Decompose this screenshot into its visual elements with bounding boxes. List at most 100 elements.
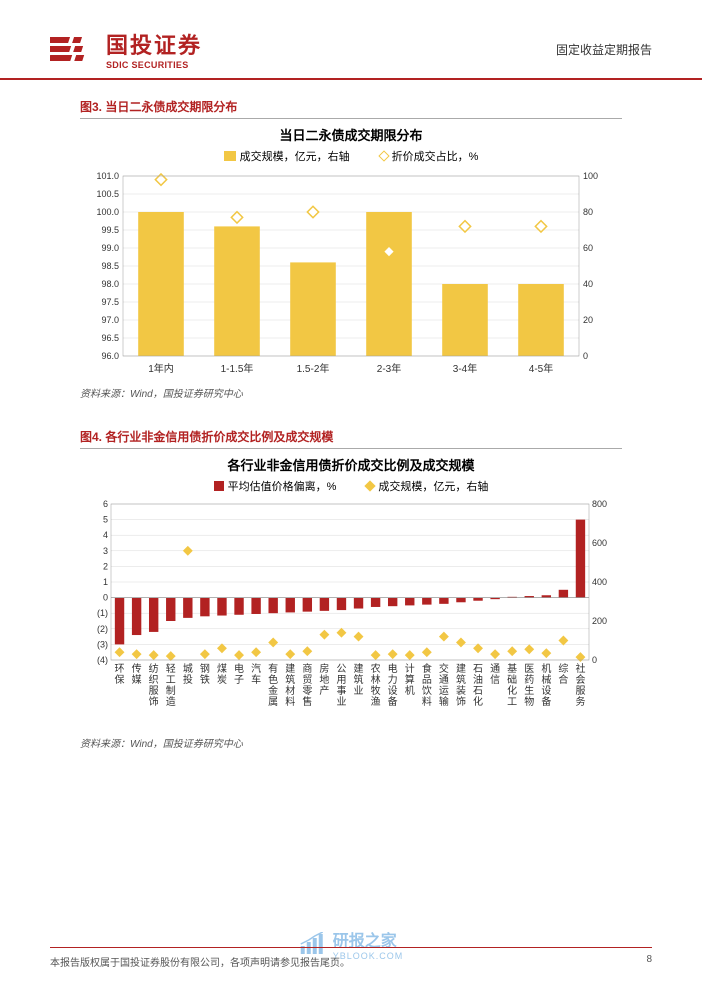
svg-text:城: 城 [183,663,193,675]
svg-text:投: 投 [183,673,193,686]
svg-text:计: 计 [405,662,415,675]
svg-text:96.0: 96.0 [101,351,119,361]
svg-text:用: 用 [336,675,346,686]
svg-text:基: 基 [507,662,517,675]
svg-text:汽: 汽 [251,662,261,675]
svg-text:输: 输 [439,695,449,708]
svg-text:800: 800 [592,499,607,509]
svg-text:4-5年: 4-5年 [529,362,553,375]
svg-text:饰: 饰 [456,695,466,708]
page-header: 国投证券 SDIC SECURITIES 固定收益定期报告 [0,0,702,80]
svg-text:饮: 饮 [422,684,432,697]
svg-text:品: 品 [422,674,432,686]
fig3-title: 当日二永债成交期限分布 [80,125,622,144]
svg-text:农: 农 [371,662,381,675]
fig4-legend-bar: 平均估值价格偏离，% [214,478,337,494]
svg-text:备: 备 [541,695,551,708]
fig3-svg: 96.096.597.097.598.098.599.099.5100.0100… [80,168,622,378]
svg-text:(1): (1) [97,608,108,618]
bar-swatch-icon [224,151,236,161]
fig4-chart-area: 各行业非金信用债折价成交比例及成交规模 平均估值价格偏离，% 成交规模，亿元，右… [80,448,622,733]
svg-text:料: 料 [422,695,432,708]
fig3-caption: 图3. 当日二永债成交期限分布 [80,98,622,115]
svg-text:服: 服 [575,685,585,697]
svg-text:80: 80 [583,207,593,217]
svg-text:2-3年: 2-3年 [377,362,401,375]
svg-text:料: 料 [285,695,295,708]
svg-text:工: 工 [166,675,176,686]
fig3-legend-diamond-label: 折价成交占比，% [392,148,479,164]
diamond-outline-icon [378,150,389,161]
svg-text:(3): (3) [97,639,108,649]
svg-text:电: 电 [388,662,398,675]
svg-text:100: 100 [583,171,598,181]
svg-text:备: 备 [388,695,398,708]
svg-text:600: 600 [592,538,607,548]
svg-text:筑: 筑 [285,673,295,686]
svg-text:建: 建 [354,662,364,675]
svg-text:2: 2 [103,561,108,571]
svg-text:3: 3 [103,546,108,556]
svg-text:售: 售 [302,695,312,708]
svg-text:筑: 筑 [456,673,466,686]
svg-text:药: 药 [524,674,534,686]
svg-text:机: 机 [541,662,551,675]
diamond-fill-icon [365,480,376,491]
svg-text:机: 机 [405,684,415,697]
svg-text:色: 色 [268,673,278,686]
svg-text:化: 化 [507,684,517,697]
fig4-title: 各行业非金信用债折价成交比例及成交规模 [80,455,622,474]
svg-text:筑: 筑 [354,673,364,686]
logo-text-cn: 国投证券 [106,28,202,60]
fig3-source: 资料来源：Wind，国投证券研究中心 [80,385,622,400]
svg-text:0: 0 [583,351,588,361]
sdic-logo-icon [50,31,98,67]
svg-text:会: 会 [575,673,585,686]
svg-text:1.5-2年: 1.5-2年 [297,362,330,375]
svg-text:电: 电 [234,662,244,675]
fig3-legend-bar: 成交规模，亿元，右轴 [224,148,350,164]
fig4-svg: (4)(3)(2)(1)01234560200400600800环保传媒纺织服饰… [80,498,622,728]
figure-4: 图4. 各行业非金信用债折价成交比例及成交规模 各行业非金信用债折价成交比例及成… [80,428,622,750]
svg-text:油: 油 [473,673,483,686]
svg-text:4: 4 [103,530,108,540]
svg-text:钢: 钢 [200,662,210,675]
bar-red-swatch-icon [214,481,224,491]
fig4-legend-diamond-label: 成交规模，亿元，右轴 [378,478,488,494]
svg-text:生: 生 [524,684,534,697]
svg-text:保: 保 [115,673,125,686]
fig3-legend-diamond: 折价成交占比，% [380,148,479,164]
svg-text:医: 医 [524,663,534,675]
fig3-legend-bar-label: 成交规模，亿元，右轴 [240,148,350,164]
svg-text:98.5: 98.5 [101,261,119,271]
svg-text:础: 础 [507,674,517,686]
svg-text:林: 林 [371,673,381,686]
svg-text:社: 社 [575,662,585,675]
svg-text:合: 合 [558,673,568,686]
svg-text:97.0: 97.0 [101,315,119,325]
svg-text:40: 40 [583,279,593,289]
svg-text:100.5: 100.5 [96,189,119,199]
svg-text:地: 地 [319,673,329,686]
svg-text:铁: 铁 [200,673,210,686]
fig3-legend: 成交规模，亿元，右轴 折价成交占比，% [80,148,622,164]
svg-text:100.0: 100.0 [96,207,119,217]
logo-area: 国投证券 SDIC SECURITIES [50,28,202,70]
svg-text:算: 算 [405,673,415,686]
page-number: 8 [646,954,652,969]
svg-text:信: 信 [490,674,500,686]
svg-text:97.5: 97.5 [101,297,119,307]
svg-text:设: 设 [388,685,398,697]
svg-text:饰: 饰 [149,695,159,708]
figure-3: 图3. 当日二永债成交期限分布 当日二永债成交期限分布 成交规模，亿元，右轴 折… [80,98,622,400]
svg-text:业: 业 [354,685,364,697]
svg-text:媒: 媒 [132,674,142,686]
svg-text:传: 传 [132,663,142,675]
svg-text:化: 化 [473,695,483,708]
fig4-legend-diamond: 成交规模，亿元，右轴 [366,478,488,494]
svg-text:业: 业 [336,696,346,708]
svg-text:装: 装 [456,684,466,697]
svg-text:60: 60 [583,243,593,253]
svg-text:力: 力 [388,673,398,686]
svg-text:轻: 轻 [166,662,176,675]
